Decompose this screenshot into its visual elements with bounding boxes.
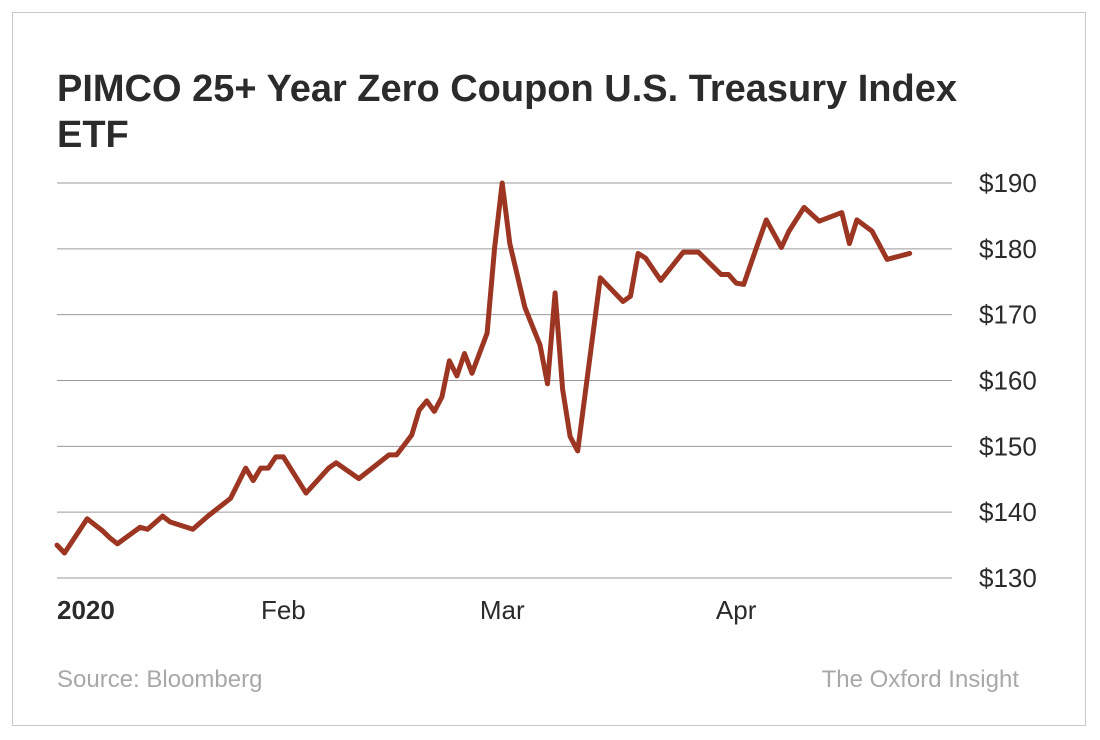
x-tick-label-apr: Apr — [716, 595, 757, 625]
y-tick-label-140: $140 — [979, 497, 1037, 527]
x-axis-tick-labels: 2020 Feb Mar Apr — [57, 595, 757, 625]
y-axis-tick-labels: $190 $180 $170 $160 $150 $140 $130 — [979, 168, 1037, 593]
chart-title: PIMCO 25+ Year Zero Coupon U.S. Treasury… — [57, 68, 957, 156]
y-tick-label-160: $160 — [979, 366, 1037, 396]
source-note: Source: Bloomberg — [57, 666, 263, 693]
series-line-0 — [54, 180, 913, 556]
y-tick-label-130: $130 — [979, 563, 1037, 593]
gridlines — [57, 182, 952, 579]
y-tick-label-190: $190 — [979, 168, 1037, 198]
x-tick-label-2020: 2020 — [57, 595, 115, 625]
x-tick-label-feb: Feb — [261, 595, 306, 625]
publisher-brand: The Oxford Insight — [821, 666, 1019, 693]
y-tick-label-150: $150 — [979, 431, 1037, 461]
x-tick-label-mar: Mar — [480, 595, 525, 625]
series-group — [54, 180, 913, 556]
y-tick-label-170: $170 — [979, 300, 1037, 330]
y-tick-label-180: $180 — [979, 234, 1037, 264]
